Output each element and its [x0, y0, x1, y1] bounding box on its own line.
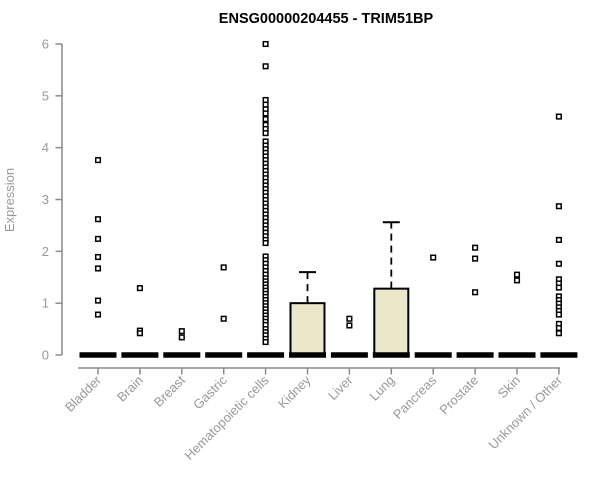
outlier-point-hematopoietic-cells [262, 96, 269, 104]
outlier-point-breast [178, 328, 185, 335]
box-lung [373, 287, 410, 356]
y-tick-label-3: 3 [42, 192, 49, 207]
outlier-point-gastric [220, 315, 227, 322]
outlier-point-liver [346, 322, 353, 329]
outlier-point-unknown-other [555, 260, 562, 267]
outlier-point-unknown-other [555, 284, 562, 291]
outlier-point-bladder [94, 157, 102, 164]
outlier-point-bladder [94, 265, 102, 272]
outlier-point-bladder [94, 253, 102, 261]
x-tick-label-lung: Lung [366, 373, 397, 404]
outlier-point-unknown-other [555, 330, 562, 337]
outlier-point-bladder [94, 216, 102, 223]
outlier-point-hematopoietic-cells [262, 239, 269, 247]
outlier-point-prostate [472, 289, 479, 296]
x-tick-label-gastric: Gastric [190, 372, 230, 412]
y-tick-label-2: 2 [42, 244, 49, 259]
outlier-point-hematopoietic-cells [262, 101, 269, 108]
median-gastric [205, 352, 243, 358]
y-axis-title: Expression [2, 168, 17, 232]
outlier-point-hematopoietic-cells [262, 338, 269, 346]
median-skin [498, 352, 536, 358]
outlier-point-liver [346, 315, 353, 322]
outlier-point-hematopoietic-cells [262, 116, 269, 123]
outlier-point-bladder [94, 297, 102, 304]
y-tick-label-1: 1 [42, 296, 49, 311]
x-tick-label-pancreas: Pancreas [390, 372, 440, 422]
y-tick-label-5: 5 [42, 88, 49, 103]
median-liver [330, 352, 368, 358]
outlier-point-pancreas [430, 254, 437, 261]
median-brain [121, 352, 159, 358]
outlier-point-bladder [94, 235, 102, 242]
median-kidney [289, 352, 326, 358]
x-tick-label-liver: Liver [325, 372, 356, 403]
outlier-point-unknown-other [555, 324, 562, 332]
outlier-point-brain [136, 330, 143, 337]
outlier-point-prostate [472, 255, 479, 262]
y-tick-label-4: 4 [42, 140, 49, 155]
x-tick-label-bladder: Bladder [62, 372, 105, 415]
outlier-point-unknown-other [555, 236, 562, 243]
outlier-point-gastric [220, 264, 227, 271]
median-unknown-other [540, 352, 578, 358]
outlier-point-unknown-other [555, 311, 562, 318]
outlier-point-prostate [472, 244, 479, 251]
outlier-point-breast [178, 334, 185, 341]
outlier-point-hematopoietic-cells [262, 40, 269, 48]
outlier-point-hematopoietic-cells [262, 63, 269, 70]
x-tick-label-brain: Brain [114, 373, 146, 405]
x-tick-label-breast: Breast [151, 372, 188, 409]
outlier-point-unknown-other [555, 113, 562, 120]
outlier-point-hematopoietic-cells [262, 110, 269, 117]
x-tick-label-kidney: Kidney [275, 372, 314, 411]
median-bladder [79, 352, 117, 358]
outlier-point-brain [136, 285, 143, 292]
y-tick-label-6: 6 [42, 37, 49, 52]
outlier-point-skin [513, 277, 521, 284]
median-breast [163, 352, 201, 358]
x-tick-label-unknown-other: Unknown / Other [485, 372, 565, 452]
median-lung [372, 352, 410, 358]
y-tick-label-0: 0 [42, 348, 49, 363]
x-tick-label-prostate: Prostate [436, 373, 481, 418]
chart-title: ENSG00000204455 - TRIM51BP [219, 11, 434, 27]
median-pancreas [414, 352, 452, 358]
outlier-point-bladder [94, 311, 102, 318]
box-kidney [289, 302, 326, 356]
outlier-point-unknown-other [555, 203, 562, 210]
median-prostate [456, 352, 494, 358]
outlier-point-skin [513, 271, 521, 278]
x-tick-label-skin: Skin [495, 373, 523, 401]
median-hematopoietic-cells [247, 352, 285, 358]
outlier-point-hematopoietic-cells [262, 130, 269, 137]
